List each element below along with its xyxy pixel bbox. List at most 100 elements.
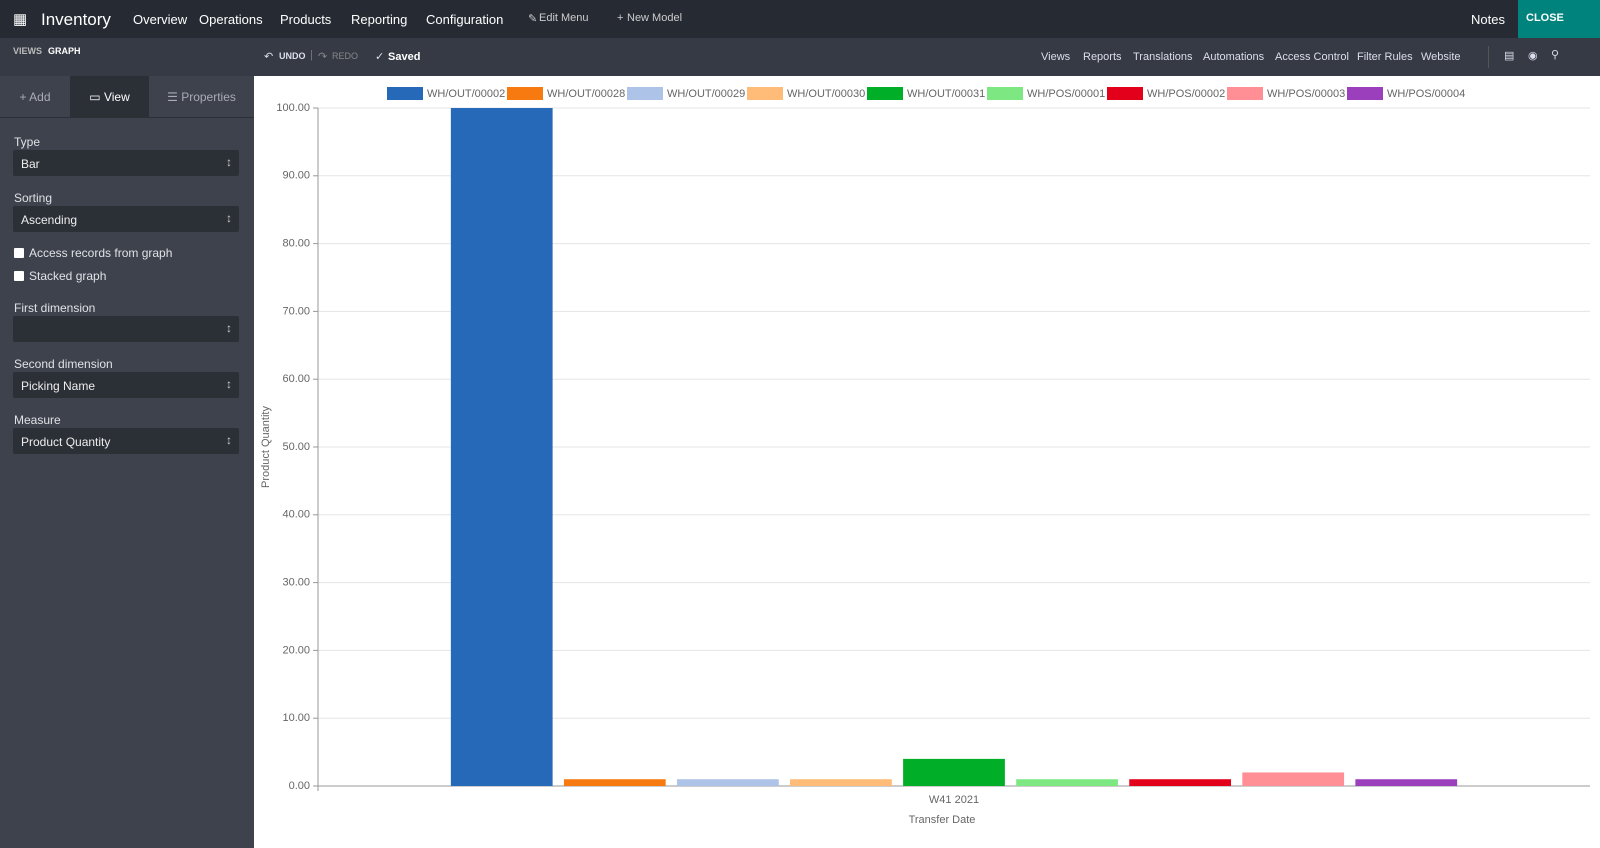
select[interactable]: Ascending xyxy=(13,206,239,232)
bar xyxy=(676,779,779,786)
checkbox-label: Stacked graph xyxy=(29,269,107,283)
dashboard-icon[interactable]: ◉ xyxy=(1528,50,1538,62)
bar xyxy=(903,758,1005,786)
field-label: Sorting xyxy=(14,191,53,205)
apps-icon[interactable]: ▦ xyxy=(13,11,28,28)
legend-swatch xyxy=(627,87,663,100)
bar xyxy=(1016,779,1118,786)
y-tick-label: 70.00 xyxy=(282,305,310,317)
bar xyxy=(1355,779,1458,786)
legend-label: WH/OUT/00028 xyxy=(547,88,625,100)
y-tick-label: 40.00 xyxy=(282,509,310,521)
edit-menu-icon: ✎ xyxy=(528,13,538,25)
new-model-icon: + xyxy=(617,12,624,24)
close-button[interactable]: CLOSE xyxy=(1518,0,1600,38)
undo[interactable]: UNDO xyxy=(279,51,306,61)
y-tick-label: 100.00 xyxy=(276,102,310,114)
redo[interactable]: REDO xyxy=(332,51,359,61)
tab-label: Properties xyxy=(181,90,236,104)
saved-icon: ✓ xyxy=(375,51,385,63)
select-value: Product Quantity xyxy=(21,435,111,449)
legend-label: WH/POS/00004 xyxy=(1387,88,1465,100)
app-name[interactable]: Inventory xyxy=(41,10,111,29)
field-label: Type xyxy=(14,135,41,149)
toolbar-link[interactable]: Views xyxy=(1041,51,1071,63)
menu-item[interactable]: Products xyxy=(280,12,332,27)
legend-label: WH/POS/00003 xyxy=(1267,88,1345,100)
menu-item[interactable]: Operations xyxy=(199,12,263,27)
legend-label: WH/OUT/00002 xyxy=(427,88,505,100)
select[interactable]: Bar xyxy=(13,150,239,176)
breadcrumb: GRAPH xyxy=(48,46,81,56)
select-value: Picking Name xyxy=(21,379,96,393)
y-tick-label: 80.00 xyxy=(282,238,310,250)
legend-swatch xyxy=(1227,87,1263,100)
legend-label: WH/POS/00002 xyxy=(1147,88,1225,100)
x-axis-title: Transfer Date xyxy=(909,814,976,826)
bar xyxy=(1129,779,1232,786)
legend-label: WH/OUT/00029 xyxy=(667,88,745,100)
select[interactable] xyxy=(13,316,239,342)
select[interactable]: Picking Name xyxy=(13,372,239,398)
saved: Saved xyxy=(388,51,421,63)
legend-swatch xyxy=(987,87,1023,100)
search-icon[interactable]: ⚲ xyxy=(1551,49,1560,61)
notes[interactable]: Notes xyxy=(1471,12,1505,27)
toolbar-link[interactable]: Reports xyxy=(1083,51,1122,63)
bar xyxy=(450,108,553,786)
select-value: Ascending xyxy=(21,213,78,227)
separator: | xyxy=(310,49,313,61)
tab-label: View xyxy=(103,90,130,104)
legend-label: WH/POS/00001 xyxy=(1027,88,1105,100)
menu-item[interactable]: Overview xyxy=(133,12,188,27)
toolbar-link[interactable]: Website xyxy=(1421,51,1461,63)
tab[interactable]: ☰ Properties xyxy=(167,90,236,104)
legend-swatch xyxy=(747,87,783,100)
edit-menu[interactable]: Edit Menu xyxy=(539,12,589,24)
sidebar: + Add ▭ View ☰ Properties Type Bar Sorti… xyxy=(0,76,254,848)
bar xyxy=(790,779,892,786)
graph-icon[interactable]: ▤ xyxy=(1504,50,1515,62)
chart: Product Quantity Transfer Date 0.00 10.00… xyxy=(260,87,1590,826)
breadcrumb[interactable]: VIEWS xyxy=(13,46,43,56)
toolbar-link[interactable]: Filter Rules xyxy=(1357,51,1413,63)
y-tick-label: 10.00 xyxy=(282,712,310,724)
new-model[interactable]: New Model xyxy=(627,12,683,24)
tab[interactable]: + Add xyxy=(19,90,51,104)
y-tick-label: 20.00 xyxy=(282,644,310,656)
tab-active[interactable]: ▭ View xyxy=(70,76,149,117)
legend-swatch xyxy=(507,87,543,100)
y-axis-title: Product Quantity xyxy=(260,406,272,488)
select-value: Bar xyxy=(21,157,40,171)
legend-label: WH/OUT/00031 xyxy=(907,88,985,100)
menu-item[interactable]: Configuration xyxy=(426,12,504,27)
toolbar: VIEWS GRAPH ↶ UNDO | ↷ REDO ✓ Saved View… xyxy=(0,38,1600,76)
menu-item[interactable]: Reporting xyxy=(351,12,408,27)
y-tick-label: 30.00 xyxy=(282,577,310,589)
close-label: CLOSE xyxy=(1526,12,1564,24)
toolbar-link[interactable]: Access Control xyxy=(1275,51,1349,63)
checkbox[interactable] xyxy=(14,248,24,258)
redo-icon: ↷ xyxy=(318,51,328,63)
legend-swatch xyxy=(1347,87,1383,100)
y-tick-label: 90.00 xyxy=(282,170,310,182)
y-tick-label: 50.00 xyxy=(282,441,310,453)
toolbar-link[interactable]: Automations xyxy=(1203,51,1265,63)
y-tick-label: 60.00 xyxy=(282,373,310,385)
toolbar-link[interactable]: Translations xyxy=(1133,51,1193,63)
navbar: ▦ Inventory Overview Operations Products… xyxy=(0,0,1600,38)
y-tick-label: 0.00 xyxy=(289,780,310,792)
divider xyxy=(0,117,254,118)
legend-label: WH/OUT/00030 xyxy=(787,88,865,100)
field-label: Measure xyxy=(14,413,61,427)
checkbox[interactable] xyxy=(14,271,24,281)
bar xyxy=(563,779,666,786)
x-tick-label: W41 2021 xyxy=(929,794,979,806)
legend-swatch xyxy=(867,87,903,100)
field-label: Second dimension xyxy=(14,357,113,371)
select[interactable]: Product Quantity xyxy=(13,428,239,454)
undo-icon: ↶ xyxy=(264,51,274,63)
legend-swatch xyxy=(1107,87,1143,100)
separator xyxy=(1488,46,1489,68)
checkbox-label: Access records from graph xyxy=(29,246,173,260)
